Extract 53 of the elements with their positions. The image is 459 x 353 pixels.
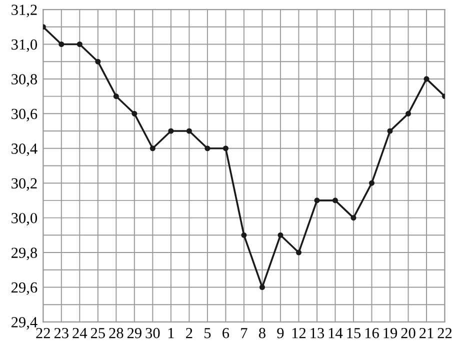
x-tick-label: 30 bbox=[146, 328, 160, 338]
point bbox=[424, 76, 430, 82]
point bbox=[222, 146, 228, 152]
x-tick-label: 23 bbox=[54, 328, 68, 338]
y-tick-label: 30,6 bbox=[12, 108, 38, 122]
x-tick-label: 12 bbox=[292, 328, 306, 338]
point bbox=[314, 198, 320, 204]
y-tick-label: 29,8 bbox=[12, 248, 38, 260]
x-tick-label: 2 bbox=[186, 328, 192, 338]
x-tick-label: 28 bbox=[109, 328, 124, 338]
point bbox=[168, 128, 174, 134]
point bbox=[150, 146, 156, 152]
x-tick-label: 24 bbox=[72, 328, 88, 338]
point bbox=[350, 215, 356, 221]
point bbox=[296, 250, 302, 256]
point bbox=[332, 198, 338, 204]
x-tick-label: 5 bbox=[204, 328, 211, 338]
point bbox=[368, 180, 375, 186]
x-tick-label: 22 bbox=[36, 328, 50, 338]
x-tick-label: 13 bbox=[310, 328, 324, 338]
y-tick-label: 30,4 bbox=[12, 144, 38, 156]
point bbox=[204, 146, 210, 152]
x-tick-label: 1 bbox=[168, 328, 174, 338]
y-tick-label: 31,2 bbox=[12, 4, 37, 18]
point bbox=[278, 232, 284, 238]
y-tick-label: 30,8 bbox=[12, 74, 38, 87]
x-tick-label: 6 bbox=[222, 328, 230, 338]
x-tick-label: 21 bbox=[420, 328, 434, 338]
x-tick-label: 8 bbox=[258, 328, 266, 338]
x-tick-label: 25 bbox=[90, 328, 105, 338]
point bbox=[186, 128, 192, 134]
point bbox=[405, 110, 412, 116]
point bbox=[387, 128, 393, 134]
x-tick-label: 19 bbox=[384, 328, 398, 338]
point bbox=[58, 41, 64, 48]
y-tick-label: 29,6 bbox=[12, 282, 38, 295]
y-tick-label: 30,0 bbox=[12, 212, 38, 226]
x-tick-label: 9 bbox=[277, 328, 284, 338]
point bbox=[95, 58, 101, 64]
x-tick-label: 7 bbox=[241, 328, 248, 338]
point bbox=[241, 232, 247, 238]
x-tick-label: 22 bbox=[438, 328, 452, 338]
y-tick-label: 30,2 bbox=[12, 178, 37, 191]
point bbox=[113, 94, 119, 100]
x-tick-label: 16 bbox=[365, 328, 379, 338]
y-tick-label: 29,4 bbox=[12, 317, 38, 330]
x-tick-label: 29 bbox=[127, 328, 142, 338]
x-tick-label: 14 bbox=[328, 328, 343, 338]
point bbox=[76, 41, 82, 48]
point bbox=[132, 110, 138, 116]
x-tick-label: 20 bbox=[401, 328, 416, 338]
y-tick-label: 31,0 bbox=[12, 39, 38, 52]
x-tick-label: 15 bbox=[347, 328, 361, 338]
